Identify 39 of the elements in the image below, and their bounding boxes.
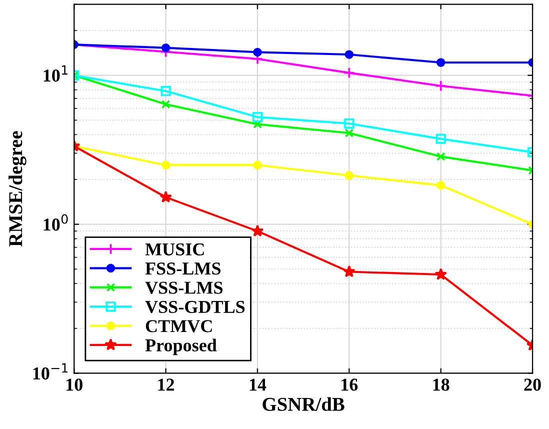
point [342,265,356,278]
x-tick-label: 20 [524,378,541,391]
legend-label: VSS-GDTLS [145,300,245,314]
point [434,268,448,280]
point [343,67,355,79]
point [161,160,170,170]
point [252,112,263,122]
x-tick-label: 10 [66,378,82,391]
point [344,128,354,138]
point [161,100,170,109]
point [160,86,171,96]
legend-label: FSS-LMS [145,262,221,275]
point [436,180,446,190]
x-tick-label: 12 [158,378,174,391]
point [251,224,264,237]
x-tick-label: 16 [342,378,358,391]
point [344,118,354,129]
x-tick-label: 18 [433,378,450,391]
x-axis-title: GSNR/dB [262,397,344,411]
point [344,171,354,180]
y-tick-label: 10$^{−1}$ [33,363,68,380]
point [161,43,170,52]
legend-label: Proposed [145,338,217,356]
x-tick-label: 14 [250,378,266,391]
legend-label: MUSIC [145,243,204,256]
point [436,58,446,67]
point [436,152,446,161]
legend-label: CTMVC [146,320,212,332]
y-axis-title: RMSE/degree [8,131,26,247]
point [253,120,262,129]
y-tick-label: 10$^{1}$ [44,65,68,82]
point [436,134,446,144]
point [435,80,447,92]
y-tick-label: 10$^{0}$ [44,214,68,231]
point [344,50,354,59]
point [253,48,262,57]
point [253,160,262,170]
legend-label: VSS-LMS [145,282,223,294]
point [160,190,172,203]
